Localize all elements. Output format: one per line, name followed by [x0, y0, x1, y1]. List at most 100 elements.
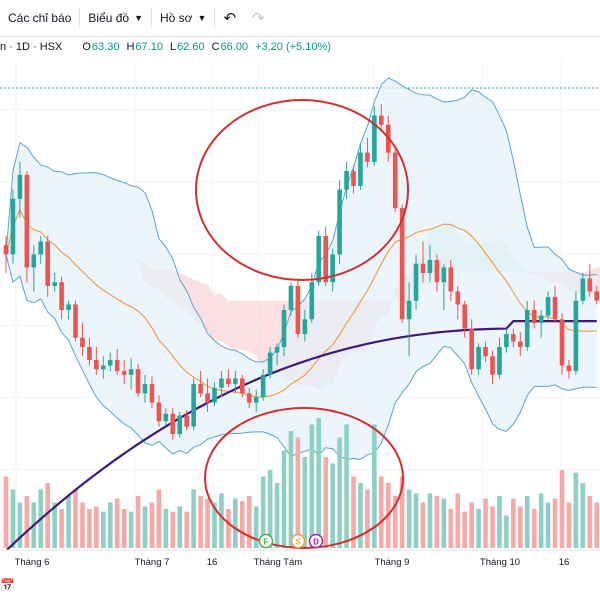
profile-button[interactable]: Hồ sơ ▼ [152, 0, 214, 36]
volume-bar [420, 502, 426, 548]
volume-bar [135, 496, 141, 548]
candle-body [205, 393, 210, 403]
candle-body [267, 352, 273, 375]
close-key: C [211, 41, 220, 53]
undo-icon[interactable]: ↶ [223, 10, 237, 27]
volume-bar [10, 489, 16, 548]
cloud-segment [228, 300, 236, 350]
candle-body [372, 115, 377, 162]
x-tick-label: Tháng Tám [254, 557, 302, 568]
candle-body [504, 334, 509, 348]
candle-body [351, 171, 356, 186]
toolbar-divider [214, 8, 216, 28]
candle-body [476, 347, 481, 370]
cloud-segment [596, 267, 600, 294]
volume-bar [538, 493, 544, 548]
volume-bar [295, 437, 301, 548]
volume-bar [566, 502, 572, 548]
volume-bar [87, 509, 92, 548]
volume-bar [524, 496, 530, 548]
volume-bar [573, 472, 579, 548]
indicators-button[interactable]: Các chỉ báo [0, 0, 79, 36]
volume-bar [177, 506, 183, 548]
volume-bar [253, 506, 259, 548]
redo-icon[interactable]: ↷ [252, 10, 265, 27]
candle-body [538, 315, 544, 323]
candle-body [462, 304, 467, 329]
volume-bar [351, 476, 356, 548]
volume-bar [379, 476, 384, 548]
candle-body [135, 369, 141, 394]
volume-bar [288, 431, 294, 548]
volume-bar [427, 493, 433, 548]
candle-body [406, 300, 412, 320]
candle-body [66, 304, 71, 310]
calendar-icon[interactable]: 📅 [0, 578, 15, 592]
candle-body [490, 356, 495, 375]
volume-bar [358, 483, 363, 548]
candle-body [274, 347, 280, 353]
candle-body [163, 413, 169, 422]
volume-bar [17, 502, 23, 548]
volume-bar [114, 498, 120, 548]
open-key: O [82, 41, 91, 53]
candle-body [114, 360, 120, 372]
volume-bar [240, 501, 245, 548]
marker-f-icon [258, 533, 274, 549]
candle-body [191, 384, 196, 427]
volume-bar [497, 496, 502, 548]
volume-bar [3, 476, 9, 548]
candle-body [344, 171, 349, 190]
candle-body [94, 360, 99, 370]
candle-body [142, 384, 148, 394]
symbol-label[interactable]: n · 1D · HSX [0, 41, 63, 53]
candle-body [448, 267, 454, 292]
volume-bar [156, 489, 162, 548]
candle-body [302, 319, 308, 335]
candle-body [580, 278, 586, 301]
volume-bar [191, 489, 196, 548]
open-value: 63.30 [91, 41, 120, 53]
chart-type-button[interactable]: Biểu đồ ▼ [80, 0, 151, 36]
ma-short-line [5, 207, 597, 398]
x-tick-label: 16 [559, 557, 570, 568]
candle-body [121, 371, 127, 375]
candle-body [518, 341, 523, 348]
candle-body [545, 297, 551, 316]
bb-fill [6, 77, 597, 460]
volume-bar [518, 506, 523, 548]
candle-body [413, 263, 419, 301]
volume-bar [399, 476, 405, 548]
candle-body [156, 402, 162, 422]
volume-bar [66, 496, 71, 548]
candle-body [226, 378, 231, 385]
annotations [195, 99, 409, 549]
volume-bar [455, 493, 461, 548]
annotation-circle-volume [204, 407, 404, 549]
candle-body [358, 152, 363, 186]
candle-body [552, 297, 558, 320]
candle-body [233, 378, 238, 385]
candle-body [323, 235, 328, 283]
volume-bar [511, 498, 516, 548]
candle-body [483, 347, 488, 357]
volume-bar [73, 489, 78, 548]
candle-body [399, 208, 405, 320]
marker-label: F [264, 538, 269, 547]
candle-body [128, 369, 134, 375]
candle-body [281, 310, 287, 348]
candle-body [219, 378, 224, 388]
cloud-segment [221, 294, 229, 348]
low-key: L [169, 41, 177, 53]
candle-body [594, 291, 600, 301]
cloud-segment [200, 282, 208, 332]
candle-body [260, 374, 266, 398]
volume-bar [462, 511, 467, 548]
ohlc-legend: n · 1D · HSX O 63.30 H 67.10 L 62.60 C 66.00… [0, 40, 331, 54]
low-value: 62.60 [177, 41, 205, 53]
volume-bar [80, 502, 85, 548]
candle-body [52, 282, 57, 286]
candle-body [295, 285, 301, 335]
marker-label: D [313, 538, 319, 547]
